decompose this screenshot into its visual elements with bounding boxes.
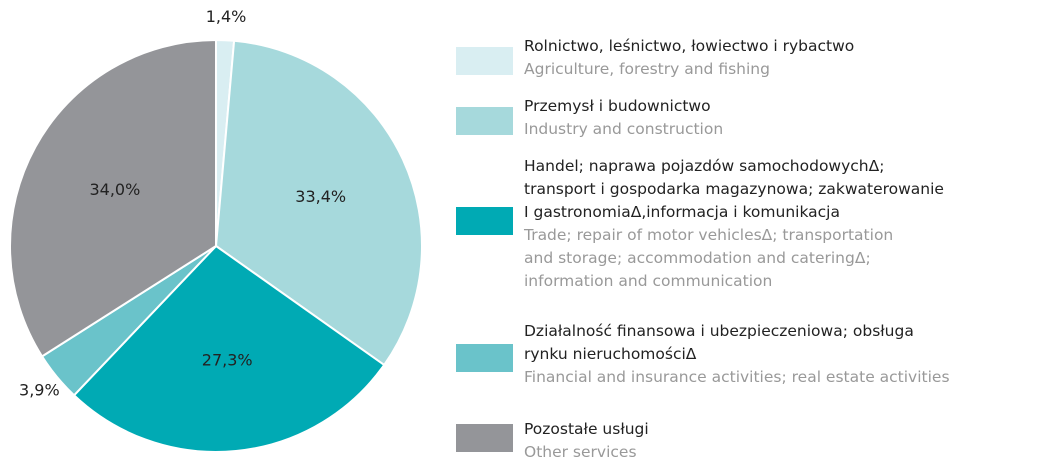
legend-text: Pozostałe usługi Other services [524, 418, 649, 462]
legend-swatch [456, 107, 513, 135]
legend-label: Pozostałe usługi [524, 420, 649, 438]
legend-label-en: Financial and insurance activities; real… [524, 368, 950, 386]
legend-swatch [456, 47, 513, 75]
legend-swatch [456, 207, 513, 235]
legend-label-en: Industry and construction [524, 120, 724, 138]
pie: 1,4% 33,4% 27,3% 3,9% 34,0% [9, 7, 423, 453]
slice-label: 33,4% [295, 187, 346, 206]
slice-label: 34,0% [89, 180, 140, 199]
slice-label: 1,4% [206, 7, 247, 26]
legend-label-en: Agriculture, forestry and fishing [524, 60, 770, 78]
legend-text: Handel; naprawa pojazdów samochodowychΔ;… [524, 155, 944, 293]
legend-text: Rolnictwo, leśnictwo, łowiectwo i rybact… [524, 35, 854, 81]
slice-label: 3,9% [19, 381, 60, 400]
legend-label: Rolnictwo, leśnictwo, łowiectwo i rybact… [524, 37, 855, 55]
legend-label-en: Trade; repair of motor vehiclesΔ; transp… [524, 226, 894, 290]
legend-label: Działalność finansowa i ubezpieczeniowa;… [524, 322, 914, 363]
slice-label: 27,3% [202, 350, 253, 369]
legend-text: Działalność finansowa i ubezpieczeniowa;… [524, 320, 950, 389]
pie-slice [9, 38, 217, 358]
legend-label: Przemysł i budownictwo [524, 97, 711, 115]
legend-text: Przemysł i budownictwo Industry and const… [524, 95, 723, 141]
legend-label-en: Other services [524, 443, 637, 461]
legend-label: Handel; naprawa pojazdów samochodowychΔ;… [524, 157, 944, 221]
legend-swatch [456, 344, 513, 372]
pie-slice [72, 244, 386, 453]
pie-slice [214, 39, 423, 367]
legend-swatch [456, 424, 513, 452]
